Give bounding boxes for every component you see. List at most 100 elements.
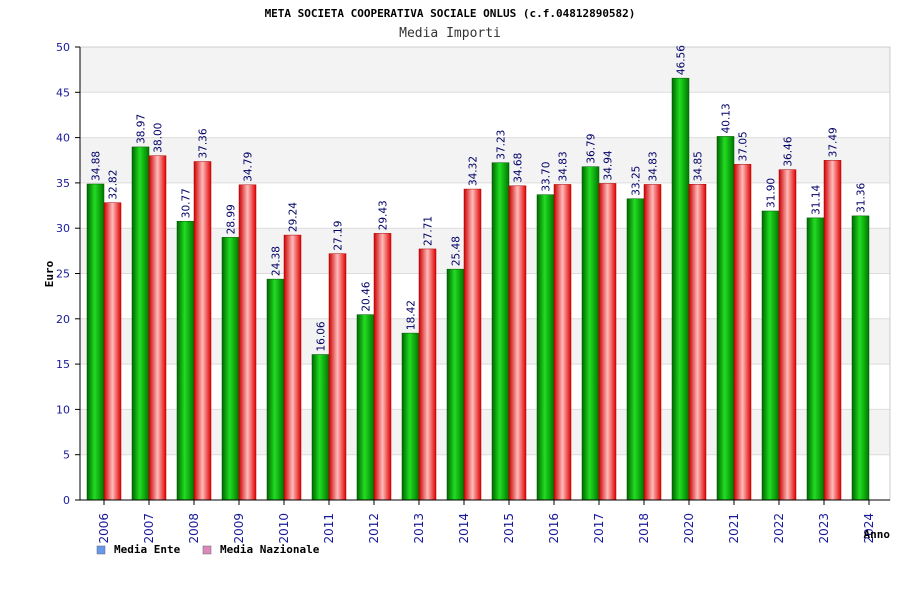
value-label: 18.42 — [406, 300, 418, 330]
value-label: 29.43 — [378, 200, 390, 230]
y-tick-label: 30 — [56, 222, 70, 235]
legend: Media Ente Media Nazionale — [96, 543, 320, 556]
bar-media-ente-2008 — [176, 220, 195, 501]
bar-media-ente-2020 — [671, 77, 690, 501]
bar-media-nazionale-2018 — [643, 184, 662, 501]
value-label: 34.68 — [513, 153, 525, 183]
legend-swatch-media-ente — [96, 545, 106, 555]
bar-media-ente-2014 — [446, 268, 465, 501]
bar-media-nazionale-2010 — [283, 234, 302, 501]
value-label: 34.32 — [468, 156, 480, 186]
legend-label-media-nazionale: Media Nazionale — [220, 543, 320, 556]
value-label: 36.46 — [783, 136, 795, 166]
value-label: 27.71 — [423, 216, 435, 246]
x-tick-label: 2009 — [232, 513, 246, 544]
value-label: 28.99 — [226, 204, 238, 234]
bar-media-nazionale-2014 — [463, 188, 482, 501]
grid-band — [80, 228, 890, 274]
bar-media-ente-2013 — [401, 332, 420, 501]
legend-swatch-media-nazionale — [202, 545, 212, 555]
y-axis-ticks: 0 5 10 15 20 25 30 35 40 45 50 — [56, 41, 80, 507]
x-tick-label: 2022 — [772, 513, 786, 544]
x-tick-label: 2018 — [637, 513, 651, 544]
value-label: 40.13 — [721, 103, 733, 133]
bar-media-nazionale-2008 — [193, 161, 212, 501]
value-label: 31.36 — [856, 182, 868, 212]
grid-band — [80, 137, 890, 183]
bar-media-ente-2021 — [716, 136, 735, 501]
x-tick-label: 2020 — [682, 513, 696, 544]
bar-media-nazionale-2006 — [103, 202, 122, 501]
bar-media-ente-2015 — [491, 162, 510, 501]
bar-media-nazionale-2012 — [373, 233, 392, 501]
value-label: 34.94 — [603, 150, 615, 180]
value-label: 34.79 — [243, 152, 255, 182]
value-label: 34.83 — [558, 151, 570, 181]
value-label: 31.90 — [766, 178, 778, 208]
x-tick-label: 2023 — [817, 513, 831, 544]
bar-media-ente-2018 — [626, 198, 645, 501]
bar-media-nazionale-2023 — [823, 160, 842, 501]
y-axis-label: Euro — [43, 260, 56, 287]
bar-media-ente-2022 — [761, 210, 780, 501]
grid-band — [80, 273, 890, 319]
bar-media-ente-2009 — [221, 237, 240, 501]
grid-band — [80, 318, 890, 365]
value-label: 37.23 — [496, 130, 508, 160]
x-axis-label: Anno — [864, 528, 891, 541]
chart-subtitle: Media Importi — [399, 26, 501, 41]
y-tick-label: 15 — [56, 358, 70, 371]
x-tick-label: 2006 — [97, 513, 111, 544]
grid-bands — [80, 47, 890, 500]
bars — [86, 77, 870, 501]
grid-band — [80, 182, 890, 229]
x-tick-label: 2013 — [412, 513, 426, 544]
y-tick-label: 40 — [56, 132, 70, 145]
value-label: 38.00 — [153, 123, 165, 153]
value-label: 30.77 — [181, 188, 193, 218]
x-tick-label: 2007 — [142, 513, 156, 544]
y-tick-label: 10 — [56, 403, 70, 416]
value-label: 20.46 — [361, 281, 373, 311]
bar-media-ente-2016 — [536, 194, 555, 501]
bar-media-ente-2010 — [266, 278, 285, 501]
value-label: 34.83 — [648, 151, 660, 181]
bar-media-nazionale-2016 — [553, 184, 572, 501]
bar-media-nazionale-2022 — [778, 169, 797, 501]
value-label: 24.38 — [271, 246, 283, 276]
x-tick-label: 2024 — [862, 513, 876, 544]
bar-media-nazionale-2017 — [598, 183, 617, 501]
x-tick-label: 2014 — [457, 513, 471, 544]
x-tick-label: 2017 — [592, 513, 606, 544]
x-tick-label: 2016 — [547, 513, 561, 544]
bar-media-ente-2011 — [311, 354, 330, 501]
bar-media-ente-2024 — [851, 215, 870, 501]
x-axis-ticks: 2006 2007 2008 2009 2010 2011 2012 2013 2014 2015… — [80, 499, 890, 544]
bar-media-ente-2017 — [581, 166, 600, 501]
value-label: 46.56 — [676, 45, 688, 75]
value-label: 34.85 — [693, 151, 705, 181]
bar-media-nazionale-2021 — [733, 164, 752, 501]
value-label: 29.24 — [288, 202, 300, 232]
x-tick-label: 2015 — [502, 513, 516, 544]
value-label: 27.19 — [333, 221, 345, 251]
value-label: 16.06 — [316, 321, 328, 351]
grid-band — [80, 92, 890, 138]
y-tick-label: 25 — [56, 268, 70, 281]
bar-media-ente-2012 — [356, 314, 375, 501]
grid-band — [80, 409, 890, 455]
value-label: 25.48 — [451, 236, 463, 266]
x-tick-label: 2011 — [322, 513, 336, 544]
grid-band — [80, 454, 890, 500]
bar-media-nazionale-2015 — [508, 185, 527, 501]
y-tick-label: 5 — [63, 449, 70, 462]
x-tick-label: 2008 — [187, 513, 201, 544]
bar-media-nazionale-2007 — [148, 155, 167, 501]
chart-title: META SOCIETA COOPERATIVA SOCIALE ONLUS (… — [265, 7, 636, 20]
y-tick-label: 35 — [56, 177, 70, 190]
bar-media-nazionale-2020 — [688, 184, 707, 501]
value-label: 33.70 — [541, 162, 553, 192]
legend-label-media-ente: Media Ente — [114, 543, 181, 556]
value-labels: 34.88 32.82 38.97 38.00 30.77 37.36 28.99 34.79… — [91, 45, 868, 352]
bar-media-nazionale-2013 — [418, 248, 437, 501]
